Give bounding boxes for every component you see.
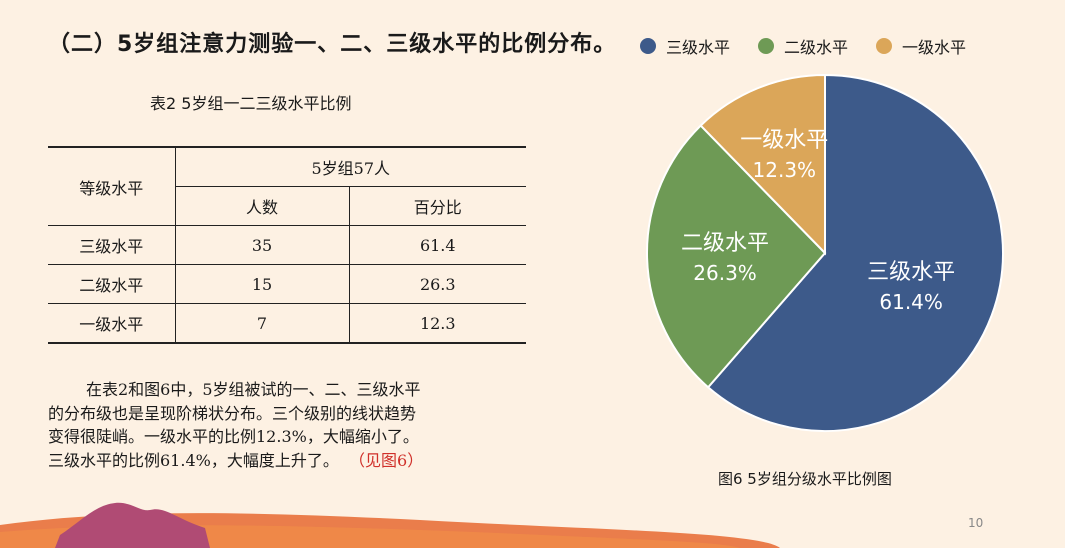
header-count: 人数 <box>175 186 350 226</box>
page-number: 10 <box>968 516 984 530</box>
legend-dot-icon <box>876 38 893 54</box>
slice-name-label: 三级水平 <box>867 260 955 285</box>
chart-legend: 三级水平 二级水平 一级水平 <box>640 34 994 58</box>
page-title: （二）5岁组注意力测验一、二、三级水平的比例分布。 <box>48 32 617 57</box>
pie-slice <box>699 73 826 256</box>
slice-value-label: 61.4% <box>879 290 943 314</box>
table-row: 三级水平 35 61.4 <box>48 225 526 265</box>
cell-percent: 26.3 <box>349 264 526 304</box>
cell-level: 三级水平 <box>48 225 176 265</box>
legend-item: 三级水平 <box>640 34 730 58</box>
paragraph-line: 在表2和图6中，5岁组被试的一、二、三级水平 <box>86 380 421 399</box>
legend-dot-icon <box>758 38 775 54</box>
cell-count: 15 <box>175 264 350 304</box>
header-level: 等级水平 <box>48 147 176 226</box>
cell-percent: 61.4 <box>349 225 526 265</box>
pie-slice <box>646 124 827 389</box>
legend-label: 二级水平 <box>784 38 849 57</box>
cell-count: 7 <box>175 303 350 343</box>
legend-item: 一级水平 <box>876 34 966 58</box>
paragraph-line: 变得很陡峭。一级水平的比例12.3%，大幅缩小了。 <box>48 427 419 446</box>
legend-label: 三级水平 <box>666 38 731 57</box>
cell-level: 一级水平 <box>48 303 176 343</box>
slice-value-label: 26.3% <box>693 261 757 285</box>
slice-value-label: 12.3% <box>753 158 817 182</box>
slice-name-label: 二级水平 <box>681 231 769 256</box>
header-group: 5岁组57人 <box>311 159 391 178</box>
legend-dot-icon <box>640 38 656 54</box>
description-paragraph: 在表2和图6中，5岁组被试的一、二、三级水平 的分布级也是呈现阶梯状分布。三个级… <box>48 378 528 472</box>
header-percent: 百分比 <box>349 186 526 226</box>
table-row: 一级水平 7 12.3 <box>48 303 526 343</box>
paragraph-line: 的分布级也是呈现阶梯状分布。三个级别的线状趋势 <box>48 403 417 423</box>
figure-caption: 图6 5岁组分级水平比例图 <box>718 470 892 488</box>
cell-level: 二级水平 <box>48 264 176 304</box>
legend-label: 一级水平 <box>902 38 967 57</box>
level-table: 等级水平 5岁组57人 人数 百分比 三级水平 35 61.4 二级水平 15 … <box>48 146 526 344</box>
table-row: 二级水平 15 26.3 <box>48 264 526 304</box>
cell-count: 35 <box>175 225 350 265</box>
legend-item: 二级水平 <box>758 34 848 58</box>
paragraph-line: 三级水平的比例61.4%，大幅度上升了。 <box>48 450 339 470</box>
cell-percent: 12.3 <box>349 303 526 343</box>
figure-reference: （见图6） <box>349 450 424 470</box>
table-caption: 表2 5岁组一二三级水平比例 <box>150 94 352 113</box>
pie-slice <box>706 73 1004 432</box>
slice-name-label: 一级水平 <box>740 128 828 153</box>
